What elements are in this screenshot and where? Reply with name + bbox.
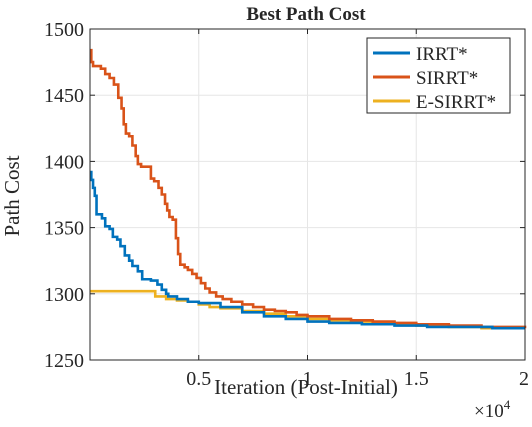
chart-title: Best Path Cost — [246, 4, 366, 25]
x-axis-exponent: ×104 — [474, 397, 511, 422]
x-tick-label: 2 — [519, 368, 529, 390]
y-tick-label: 1350 — [44, 218, 84, 240]
x-exponent-base: ×10 — [474, 401, 504, 422]
axis-ticks: 1250 1300 1350 1400 1450 1500 0.5 1 1.5 2 — [44, 19, 529, 390]
x-exponent-power: 4 — [504, 397, 511, 412]
x-tick-label: 1 — [303, 368, 313, 390]
x-axis-label: Iteration (Post-Initial) — [214, 375, 398, 399]
series-lines — [90, 48, 527, 330]
y-tick-label: 1300 — [44, 284, 84, 306]
legend-label: E-SIRRT* — [416, 92, 496, 113]
x-tick-label: 0.5 — [186, 368, 211, 390]
y-tick-label: 1450 — [44, 85, 84, 107]
series-line-irrt- — [90, 170, 525, 330]
legend: IRRT* SIRRT* E-SIRRT* — [366, 37, 511, 114]
legend-label: SIRRT* — [416, 68, 478, 89]
y-tick-label: 1400 — [44, 151, 84, 173]
series-line-sirrt- — [90, 48, 527, 329]
y-axis-label: Path Cost — [0, 155, 24, 236]
x-tick-label: 1.5 — [404, 368, 429, 390]
y-tick-label: 1500 — [44, 19, 84, 41]
y-tick-label: 1250 — [44, 350, 84, 372]
legend-label: IRRT* — [416, 44, 468, 65]
